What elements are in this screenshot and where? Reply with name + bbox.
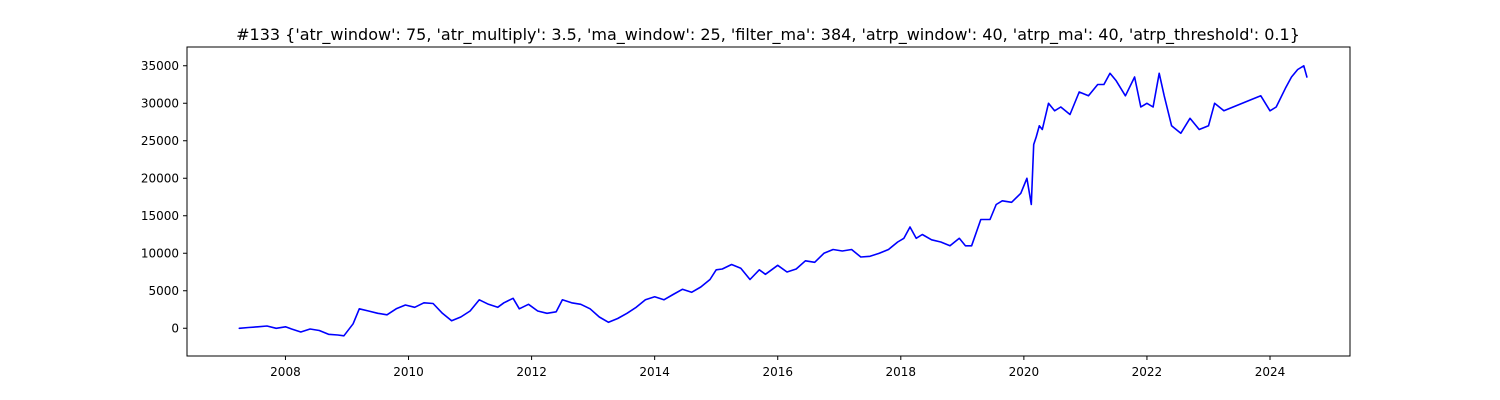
series-line-0: [238, 65, 1308, 337]
chart-title: #133 {'atr_window': 75, 'atr_multiply': …: [236, 25, 1300, 45]
series-layer: [238, 65, 1308, 337]
y-tick-label: 0: [171, 321, 179, 335]
y-tick-label: 20000: [141, 171, 179, 185]
x-tick-label: 2010: [393, 365, 424, 379]
y-tick-label: 25000: [141, 134, 179, 148]
x-tick-label: 2024: [1255, 365, 1286, 379]
x-tick-label: 2008: [270, 365, 301, 379]
y-tick-label: 30000: [141, 96, 179, 110]
y-tick-label: 5000: [148, 284, 179, 298]
y-tick-label: 35000: [141, 59, 179, 73]
x-tick-label: 2012: [516, 365, 547, 379]
y-axis: 0 5000 10000 15000 20000 25000 30000 35000: [141, 59, 187, 335]
y-tick-label: 10000: [141, 246, 179, 260]
x-tick-label: 2020: [1009, 365, 1040, 379]
x-axis: 2008 2010 2012 2014 2016 2018 2020 2022 2024: [270, 356, 1285, 379]
x-tick-label: 2018: [886, 365, 917, 379]
y-tick-label: 15000: [141, 209, 179, 223]
plot-area-frame: [186, 46, 1351, 357]
x-tick-label: 2014: [639, 365, 670, 379]
x-tick-label: 2022: [1132, 365, 1163, 379]
x-tick-label: 2016: [762, 365, 793, 379]
